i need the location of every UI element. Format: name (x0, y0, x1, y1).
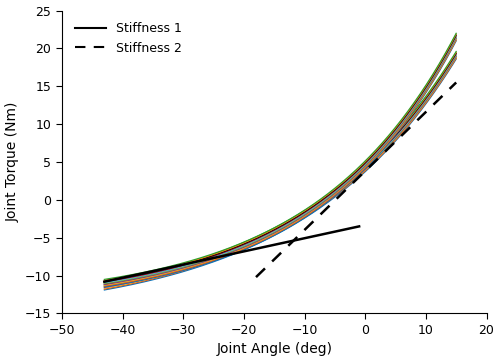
X-axis label: Joint Angle (deg): Joint Angle (deg) (216, 342, 332, 357)
Legend: Stiffness 1, Stiffness 2: Stiffness 1, Stiffness 2 (72, 20, 184, 57)
Y-axis label: Joint Torque (Nm): Joint Torque (Nm) (6, 102, 20, 222)
